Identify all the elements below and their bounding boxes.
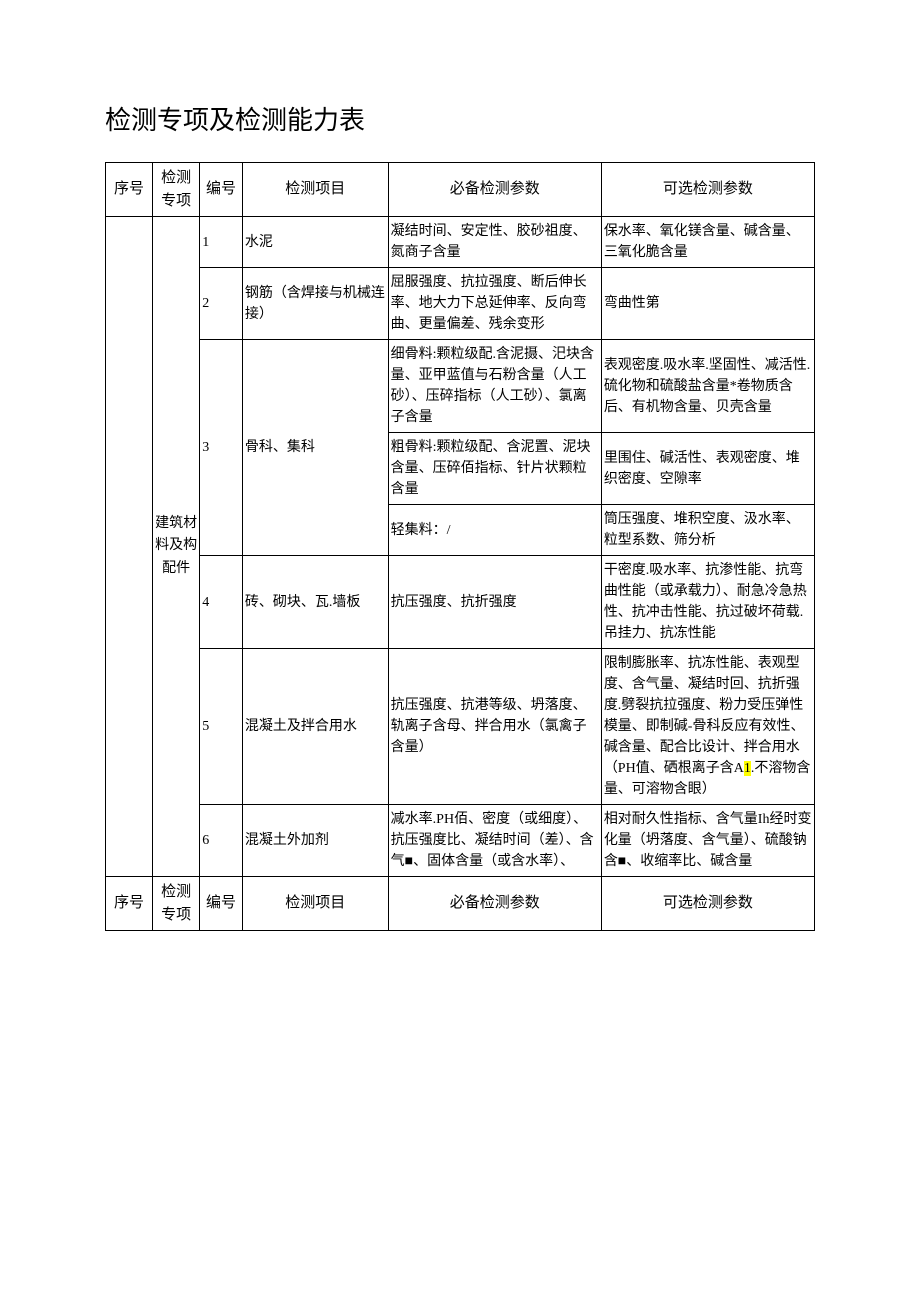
header-item: 检测项目 (242, 163, 388, 217)
optional-cell: 干密度.吸水率、抗渗性能、抗弯曲性能（或承载力）、耐急冷急热性、抗冲击性能、抗过… (601, 556, 814, 649)
num-cell: 3 (200, 340, 243, 556)
item-cell: 砖、砌块、瓦.墙板 (242, 556, 388, 649)
optional-cell: 弯曲性第 (601, 268, 814, 340)
table-row: 4 砖、砌块、瓦.墙板 抗压强度、抗折强度 干密度.吸水率、抗渗性能、抗弯曲性能… (106, 556, 815, 649)
num-cell: 2 (200, 268, 243, 340)
table-row: 5 混凝土及拌合用水 抗压强度、抗港等级、坍落度、轨离子含母、拌合用水（氯禽子含… (106, 649, 815, 805)
table-header-row: 序号 检测专项 编号 检测项目 必备检测参数 可选检测参数 (106, 163, 815, 217)
table-row: 2 钢筋（含焊接与机械连接） 屈服强度、抗拉强度、断后伸长率、地大力下总延伸率、… (106, 268, 815, 340)
optional-cell: 里围住、碱活性、表观密度、堆织密度、空隙率 (601, 433, 814, 505)
optional-cell: 表观密度.吸水率.坚固性、减活性.硫化物和硫酸盐含量*卷物质含后、有机物含量、贝… (601, 340, 814, 433)
required-cell: 减水率.PH佰、密度（或细度）、抗压强度比、凝结时间（差）、含气■、固体含量（或… (388, 805, 601, 877)
optional-cell: 保水率、氧化镁含量、碱含量、三氧化脆含量 (601, 217, 814, 268)
table-row: 3 骨科、集科 细骨料:颗粒级配.含泥摄、汜块含量、亚甲蓝值与石粉含量（人工砂）… (106, 340, 815, 433)
page-title: 检测专项及检测能力表 (105, 100, 815, 137)
table-row: 建筑材料及构配件 1 水泥 凝结时间、安定性、胶砂祖度、氮商子含量 保水率、氧化… (106, 217, 815, 268)
header-required: 必备检测参数 (388, 163, 601, 217)
optional-cell: 限制膨胀率、抗冻性能、表观型度、含气量、凝结时回、抗折强度.劈裂抗拉强度、粉力受… (601, 649, 814, 805)
item-cell: 钢筋（含焊接与机械连接） (242, 268, 388, 340)
num-cell: 6 (200, 805, 243, 877)
required-cell: 粗骨料:颗粒级配、含泥置、泥块含量、压碎佰指标、针片状颗粒含量 (388, 433, 601, 505)
header-optional: 可选检测参数 (601, 163, 814, 217)
footer-category: 检测专项 (153, 877, 200, 931)
footer-num: 编号 (200, 877, 243, 931)
header-num: 编号 (200, 163, 243, 217)
category-cell: 建筑材料及构配件 (153, 217, 200, 877)
footer-optional: 可选检测参数 (601, 877, 814, 931)
table-row: 6 混凝土外加剂 减水率.PH佰、密度（或细度）、抗压强度比、凝结时间（差）、含… (106, 805, 815, 877)
footer-required: 必备检测参数 (388, 877, 601, 931)
highlight-text: 1 (744, 761, 751, 776)
optional-cell: 筒压强度、堆积空度、汲水率、粒型系数、筛分析 (601, 505, 814, 556)
num-cell: 1 (200, 217, 243, 268)
required-cell: 凝结时间、安定性、胶砂祖度、氮商子含量 (388, 217, 601, 268)
required-cell: 抗压强度、抗港等级、坍落度、轨离子含母、拌合用水（氯禽子含量） (388, 649, 601, 805)
seq-cell (106, 217, 153, 877)
required-cell: 屈服强度、抗拉强度、断后伸长率、地大力下总延伸率、反向弯曲、更量偏差、残余变形 (388, 268, 601, 340)
required-cell: 细骨料:颗粒级配.含泥摄、汜块含量、亚甲蓝值与石粉含量（人工砂）、压碎指标（人工… (388, 340, 601, 433)
footer-item: 检测项目 (242, 877, 388, 931)
header-category: 检测专项 (153, 163, 200, 217)
item-cell: 骨科、集科 (242, 340, 388, 556)
num-cell: 4 (200, 556, 243, 649)
item-cell: 混凝土及拌合用水 (242, 649, 388, 805)
table-footer-row: 序号 检测专项 编号 检测项目 必备检测参数 可选检测参数 (106, 877, 815, 931)
required-cell: 轻集料：/ (388, 505, 601, 556)
required-cell: 抗压强度、抗折强度 (388, 556, 601, 649)
footer-seq: 序号 (106, 877, 153, 931)
header-seq: 序号 (106, 163, 153, 217)
optional-cell: 相对耐久性指标、含气量Ih经时变化量（坍落度、含气量）、硫酸钠含■、收缩率比、碱… (601, 805, 814, 877)
item-cell: 水泥 (242, 217, 388, 268)
item-cell: 混凝土外加剂 (242, 805, 388, 877)
capability-table: 序号 检测专项 编号 检测项目 必备检测参数 可选检测参数 建筑材料及构配件 1… (105, 162, 815, 931)
num-cell: 5 (200, 649, 243, 805)
